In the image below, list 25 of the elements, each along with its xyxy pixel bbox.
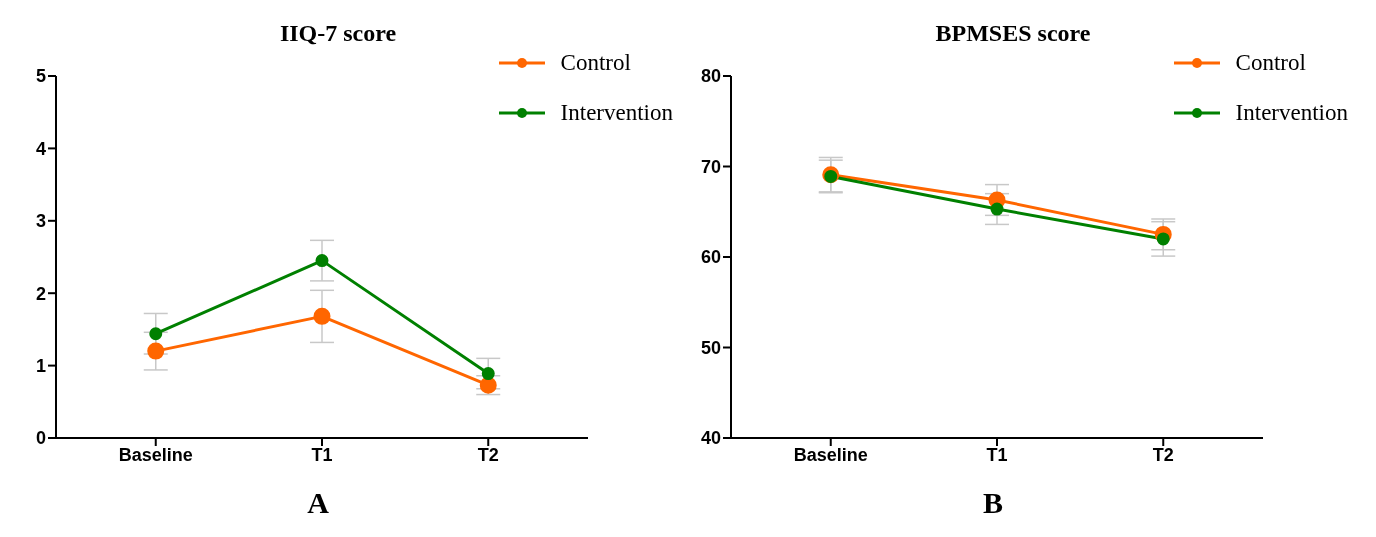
y-tick-label: 80 (700, 66, 721, 87)
legend-label: Intervention (560, 100, 673, 126)
x-tick-label: Baseline (118, 444, 193, 465)
y-tick-label: 4 (35, 138, 46, 159)
y-tick-label: 40 (700, 428, 721, 449)
chart-title: BPMSES score (934, 20, 1092, 47)
text: A (306, 486, 330, 520)
x-tick-label: Baseline (793, 444, 868, 465)
y-tick-label: 0 (35, 428, 46, 449)
y-tick-label: 70 (700, 156, 721, 177)
y-tick-label: 3 (35, 211, 46, 232)
y-tick-label: 1 (35, 355, 46, 376)
y-tick-label: 50 (700, 337, 721, 358)
x-tick-label: T2 (477, 444, 499, 465)
legend-label: Control (560, 50, 631, 76)
x-tick-label: T2 (1152, 444, 1174, 465)
legend-label: Control (1235, 50, 1306, 76)
text: B (982, 486, 1004, 520)
y-tick-label: 60 (700, 247, 721, 268)
x-tick-label: T1 (986, 444, 1008, 465)
x-tick-label: T1 (311, 444, 333, 465)
y-tick-label: 2 (35, 283, 46, 304)
y-tick-label: 5 (35, 66, 46, 87)
legend-label: Intervention (1235, 100, 1348, 126)
chart-title: IIQ-7 score (278, 20, 398, 47)
